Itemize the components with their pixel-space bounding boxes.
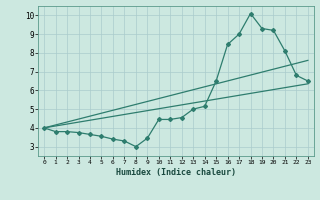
X-axis label: Humidex (Indice chaleur): Humidex (Indice chaleur) (116, 168, 236, 177)
